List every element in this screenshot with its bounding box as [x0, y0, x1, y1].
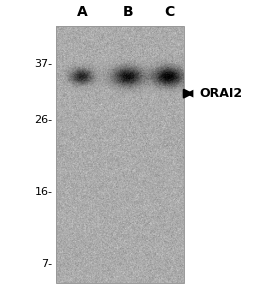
Text: A: A	[77, 5, 87, 19]
Text: 7-: 7-	[41, 259, 52, 269]
Text: ORAI2: ORAI2	[200, 87, 243, 100]
Bar	[56, 26, 184, 283]
Text: 37-: 37-	[34, 58, 52, 69]
Text: 16-: 16-	[35, 187, 52, 197]
Text: 26-: 26-	[34, 115, 52, 125]
Text: C: C	[164, 5, 174, 19]
Text: B: B	[123, 5, 133, 19]
